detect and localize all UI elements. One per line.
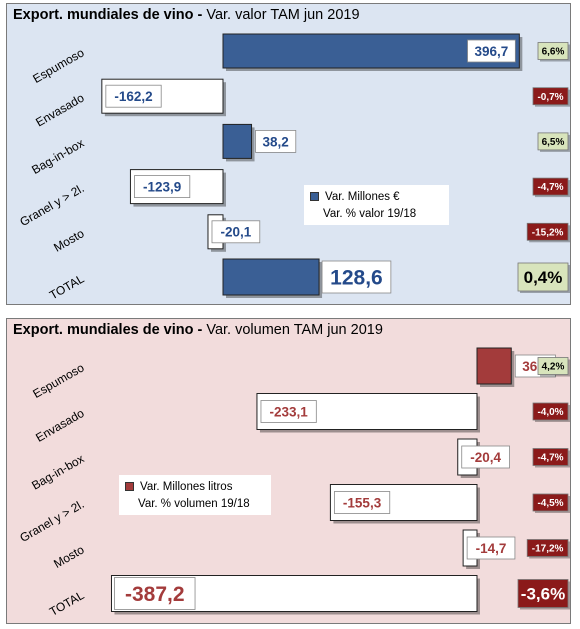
value-label-granel-y-2l: -155,3: [343, 495, 382, 510]
pct-box-mosto: [526, 222, 569, 241]
legend-label-volume-pct: Var. % volumen 19/18: [138, 497, 250, 510]
value-chart-panel: Export. mundiales de vino - Var. valor T…: [6, 3, 571, 305]
value-label-box-envasado: [105, 84, 162, 108]
category-label-bag-in-box: Bag-in-box: [29, 136, 86, 177]
category-label-espumoso: Espumoso: [30, 45, 86, 86]
pct-box-total: [517, 579, 569, 608]
pct-label-envasado: -4,0%: [537, 407, 563, 418]
value-label-total: -387,2: [125, 583, 185, 606]
value-label-envasado: -162,2: [114, 89, 152, 104]
pct-label-envasado: -0,7%: [537, 92, 563, 103]
category-label-envasado: Envasado: [33, 91, 87, 130]
legend-label-value: Var. Millones €: [325, 190, 400, 203]
category-label-espumoso: Espumoso: [30, 360, 86, 401]
category-label-mosto: Mosto: [51, 542, 87, 571]
value-label-granel-y-2l: -123,9: [143, 179, 181, 194]
pct-box-mosto: [526, 539, 569, 557]
pct-label-total: 0,4%: [524, 268, 563, 287]
category-label-mosto: Mosto: [51, 226, 87, 255]
value-label-box-granel-y-2l: [134, 175, 191, 199]
legend-swatch-value: [310, 192, 319, 201]
value-label-box-bag-in-box: [255, 130, 297, 153]
pct-box-envasado: [532, 402, 569, 421]
value-label-box-mosto: [211, 220, 261, 244]
pct-label-total: -3,6%: [521, 585, 565, 604]
value-label-bag-in-box: 38,2: [263, 134, 289, 149]
category-label-granel-y-2l: Granel y > 2l.: [17, 497, 86, 545]
pct-label-espumoso: 4,2%: [542, 362, 565, 373]
value-chart-legend: Var. Millones € Var. % valor 19/18: [304, 185, 449, 225]
legend-label-volume: Var. Millones litros: [140, 480, 233, 493]
bar-total: [222, 258, 320, 296]
value-label-box-granel-y-2l: [333, 491, 391, 514]
legend-label-value-pct: Var. % valor 19/18: [323, 207, 417, 220]
pct-box-espumoso: [537, 42, 569, 60]
volume-chart-panel: Export. mundiales de vino - Var. volumen…: [6, 318, 571, 624]
category-label-bag-in-box: Bag-in-box: [29, 451, 86, 492]
value-label-envasado: -233,1: [269, 404, 308, 419]
value-label-mosto: -14,7: [476, 541, 507, 556]
value-label-box-total: [321, 260, 392, 294]
pct-label-espumoso: 6,6%: [542, 47, 565, 58]
bar-bag-in-box: [222, 123, 253, 159]
volume-chart-title: Export. mundiales de vino - Var. volumen…: [13, 322, 383, 338]
pct-box-granel-y-2l: [532, 177, 569, 196]
value-label-box-mosto: [466, 536, 516, 560]
value-chart: Espumoso 396,7 6,6% Envasado -162,2 -0,7% Bag-…: [17, 33, 570, 302]
pct-box-bag-in-box: [537, 132, 569, 151]
pct-label-mosto: -17,2%: [532, 544, 564, 555]
pct-box-total: [517, 262, 569, 292]
pct-label-bag-in-box: 6,5%: [542, 137, 565, 148]
value-label-box-espumoso: [467, 39, 516, 63]
pct-box-envasado: [532, 87, 569, 106]
category-label-granel-y-2l: Granel y > 2l.: [17, 181, 86, 229]
bar-espumoso: [476, 347, 512, 385]
pct-label-bag-in-box: -4,7%: [537, 453, 563, 464]
category-label-envasado: Envasado: [33, 406, 87, 445]
value-label-total: 128,6: [330, 267, 383, 290]
pct-box-granel-y-2l: [532, 493, 569, 512]
category-label-total: TOTAL: [47, 271, 87, 302]
pct-label-granel-y-2l: -4,7%: [537, 182, 563, 193]
value-label-espumoso: 396,7: [475, 44, 509, 59]
pct-label-mosto: -15,2%: [532, 227, 564, 238]
value-label-bag-in-box: -20,4: [470, 450, 501, 465]
value-chart-title: Export. mundiales de vino - Var. valor T…: [13, 7, 360, 23]
value-label-box-bag-in-box: [461, 445, 510, 469]
category-label-total: TOTAL: [47, 588, 87, 619]
legend-swatch-volume: [125, 482, 134, 491]
volume-chart-legend: Var. Millones litros Var. % volumen 19/1…: [119, 475, 271, 515]
pct-box-bag-in-box: [532, 448, 569, 466]
value-label-mosto: -20,1: [220, 225, 251, 240]
volume-chart: Espumoso 36,34,2%Envasado -233,1 -4,0%Bag-i…: [17, 347, 570, 619]
pct-label-granel-y-2l: -4,5%: [537, 498, 563, 509]
value-label-box-total: [114, 577, 196, 610]
value-label-box-envasado: [260, 400, 317, 423]
pct-box-espumoso: [537, 357, 569, 375]
